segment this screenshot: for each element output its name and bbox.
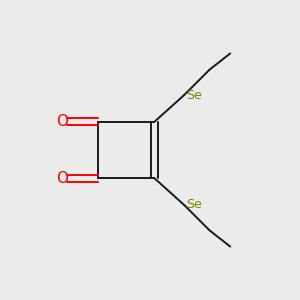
- Text: O: O: [56, 114, 68, 129]
- Text: Se: Se: [186, 88, 201, 101]
- Text: Se: Se: [186, 199, 201, 212]
- Text: O: O: [56, 171, 68, 186]
